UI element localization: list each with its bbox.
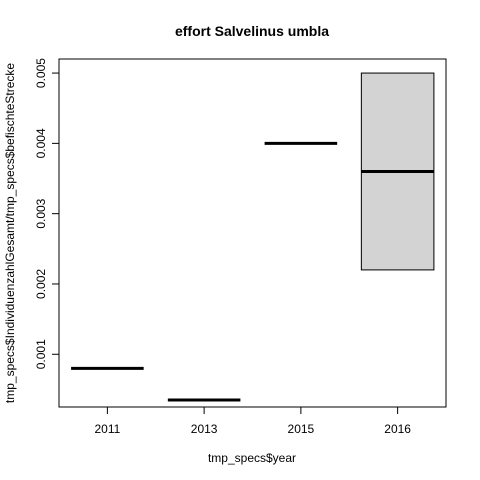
y-axis: 0.001 0.002 0.003 0.004 0.005	[34, 58, 60, 369]
y-tick-label: 0.003	[34, 198, 48, 228]
x-axis: 2011 2013 2015 2016	[94, 406, 411, 436]
x-tick-label: 2015	[288, 422, 315, 436]
y-tick-label: 0.004	[34, 128, 48, 158]
x-tick-label: 2013	[191, 422, 218, 436]
x-tick-label: 2011	[94, 422, 120, 436]
x-axis-label: tmp_specs$year	[208, 451, 296, 465]
y-tick-label: 0.002	[34, 269, 48, 299]
boxes	[71, 72, 435, 402]
y-axis-label: tmp_specs$IndividuenzahlGesamt/tmp_specs…	[3, 63, 17, 404]
y-tick-label: 0.005	[34, 58, 48, 88]
x-tick-label: 2016	[384, 422, 411, 436]
chart-title: effort Salvelinus umbla	[175, 23, 329, 39]
y-tick-label: 0.001	[34, 339, 48, 369]
